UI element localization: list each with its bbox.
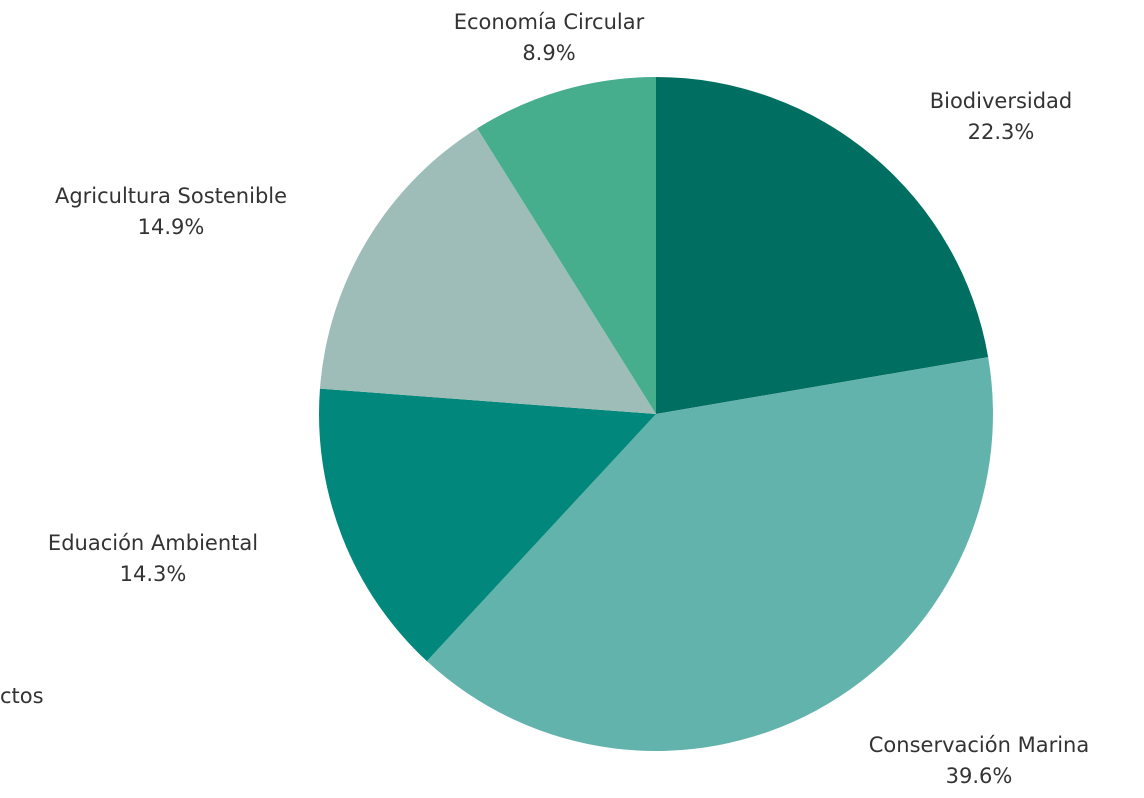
slice-percentage: 8.9% [522,41,575,65]
pie-slice-biodiversidad[interactable] [656,77,989,414]
pie-slice-eduacion-ambiental[interactable] [319,388,656,662]
slice-percentage: 14.3% [120,562,187,586]
slice-label: Eduación Ambiental [48,531,258,555]
slice-percentage: 14.9% [138,215,205,239]
pie-slice-agricultura-sostenible[interactable] [319,128,656,414]
slice-percentage: 39.6% [946,764,1013,788]
slice-label: Biodiversidad [930,89,1073,113]
slice-label: Conservación Marina [869,733,1089,757]
slice-percentage: 22.3% [968,120,1035,144]
pie-slice-conservacion-marina[interactable] [426,357,993,751]
clipped-legend-text: ctos [0,684,44,708]
slice-label: Economía Circular [454,10,645,34]
labels-layer: Biodiversidad 22.3% Conservación Marina 39.… [48,10,1089,788]
slice-label: Agricultura Sostenible [55,184,287,208]
slices-layer [319,77,993,751]
pie-slice-economia-circular[interactable] [477,77,656,414]
